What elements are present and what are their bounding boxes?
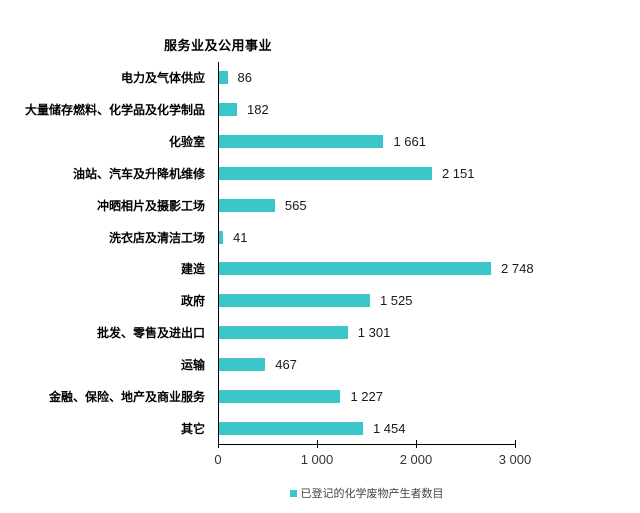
bar <box>219 230 224 244</box>
bar-track: 182 <box>219 94 269 126</box>
legend: 已登记的化学废物产生者数目 <box>218 485 515 501</box>
category-label: 建造 <box>180 262 205 277</box>
bar-track: 1 525 <box>219 285 413 317</box>
category-label: 洗衣店及清洁工场 <box>108 230 205 245</box>
y-axis-line <box>218 62 219 445</box>
value-label: 1 525 <box>379 293 413 309</box>
legend-marker-icon <box>289 489 297 497</box>
category-label: 运输 <box>180 357 205 372</box>
value-label: 2 748 <box>501 261 534 277</box>
bar <box>219 357 266 371</box>
category-label: 批发、零售及进出口 <box>96 326 205 341</box>
x-axis-tick-label: 3 000 <box>498 452 532 467</box>
bar-track: 86 <box>219 62 252 94</box>
bar-track: 1 301 <box>219 317 390 349</box>
category-label: 化验室 <box>168 135 205 150</box>
chart-title: 服务业及公用事业 <box>164 38 273 53</box>
bar-track: 1 661 <box>219 126 426 158</box>
x-axis-tick <box>416 440 417 448</box>
bar-row: 大量储存燃料、化学品及化学制品 182 <box>0 94 640 126</box>
bar-track: 41 <box>219 221 248 253</box>
bar-row: 油站、汽车及升降机维修 2 151 <box>0 157 640 189</box>
bar-row: 其它 1 454 <box>0 412 640 444</box>
bar <box>219 262 492 276</box>
value-label: 86 <box>237 70 252 86</box>
bar-row: 金融、保险、地产及商业服务 1 227 <box>0 380 640 412</box>
x-axis-tick <box>218 440 219 448</box>
bar-row: 冲晒相片及摄影工场 565 <box>0 189 640 221</box>
bar <box>219 198 275 212</box>
category-label: 油站、汽车及升降机维修 <box>72 166 205 181</box>
value-label: 467 <box>275 356 297 372</box>
bar <box>219 294 370 308</box>
value-label: 1 301 <box>357 325 391 341</box>
bar <box>219 71 228 85</box>
bar <box>219 389 341 403</box>
value-label: 41 <box>233 229 248 245</box>
x-axis-tick <box>515 440 516 448</box>
bar <box>219 421 363 435</box>
value-label: 2 151 <box>441 165 475 181</box>
category-label: 其它 <box>180 421 205 436</box>
value-label: 565 <box>284 197 307 213</box>
bar-row: 批发、零售及进出口 1 301 <box>0 317 640 349</box>
bar-row: 洗衣店及清洁工场 41 <box>0 221 640 253</box>
bar <box>219 103 238 117</box>
bar-track: 1 227 <box>219 380 383 412</box>
bar-row: 政府 1 525 <box>0 285 640 317</box>
category-label: 大量储存燃料、化学品及化学制品 <box>24 103 205 118</box>
x-axis-tick <box>317 440 318 448</box>
category-label: 金融、保险、地产及商业服务 <box>48 389 205 404</box>
x-axis-tick-label: 2 000 <box>399 452 433 467</box>
value-label: 1 661 <box>393 134 426 150</box>
bar-track: 2 151 <box>219 157 474 189</box>
x-axis-tick-label: 1 000 <box>300 452 334 467</box>
bar-track: 565 <box>219 189 307 221</box>
bar-row: 电力及气体供应 86 <box>0 62 640 94</box>
bar-row: 化验室 1 661 <box>0 126 640 158</box>
bar-row: 运输 467 <box>0 348 640 380</box>
category-label: 电力及气体供应 <box>120 71 205 86</box>
bar-rows: 电力及气体供应 86 大量储存燃料、化学品及化学制品 182 化验室 1 661 油站、汽车… <box>0 62 640 444</box>
bar <box>219 166 432 180</box>
value-label: 1 454 <box>372 420 406 436</box>
bar <box>219 326 348 340</box>
bar-row: 建造 2 748 <box>0 253 640 285</box>
category-label: 政府 <box>180 294 205 309</box>
legend-label: 已登记的化学废物产生者数目 <box>300 488 444 500</box>
bar-track: 1 454 <box>219 412 405 444</box>
x-axis-tick-label: 0 <box>214 452 222 467</box>
bar-track: 2 748 <box>219 253 534 285</box>
bar-track: 467 <box>219 348 297 380</box>
x-axis-line <box>218 444 515 445</box>
category-label: 冲晒相片及摄影工场 <box>96 198 205 213</box>
value-label: 182 <box>247 102 269 118</box>
bar <box>219 135 384 149</box>
value-label: 1 227 <box>350 388 384 404</box>
